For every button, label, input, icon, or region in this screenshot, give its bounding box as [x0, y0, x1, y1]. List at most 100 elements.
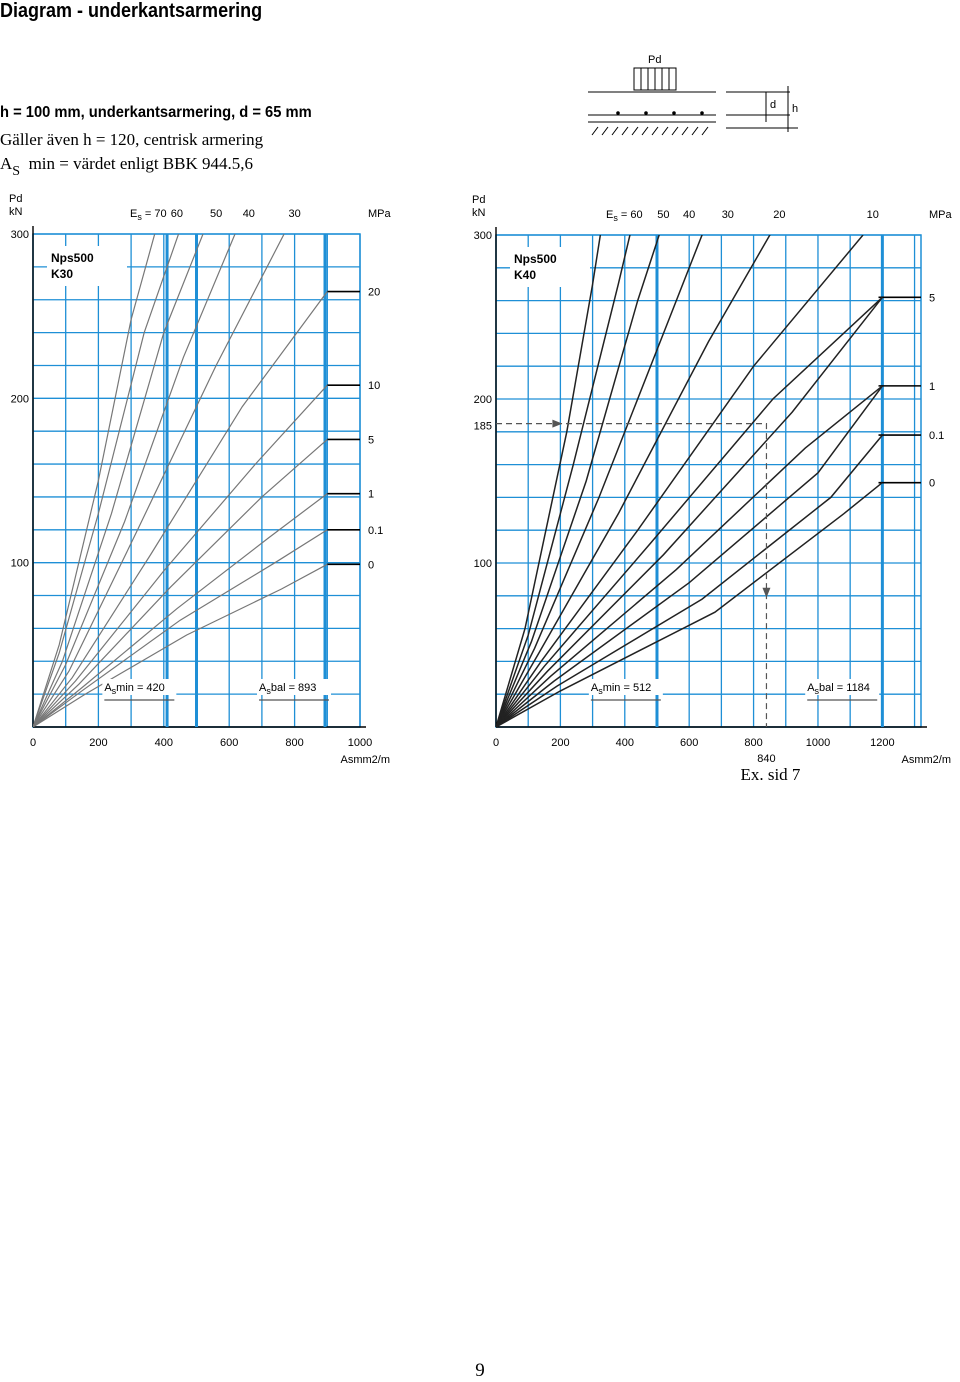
left-series-30 — [33, 234, 285, 727]
parameters-line: h = 100 mm, underkantsarmering, d = 65 m… — [0, 104, 312, 121]
left-series-0.1 — [33, 529, 328, 727]
left-box-title: Nps500 — [51, 251, 94, 265]
right-es-value: 30 — [722, 209, 734, 221]
left-curve-label: 10 — [368, 380, 380, 392]
left-ytick-label: 100 — [11, 558, 29, 570]
validity-line: Gäller även h = 120, centrisk armering — [0, 130, 264, 149]
example-y-label: 185 — [474, 421, 492, 433]
example-x-label: 840 — [757, 753, 775, 765]
left-annotation-bg — [257, 679, 332, 695]
left-series-40 — [33, 234, 236, 727]
as-subscript: S — [12, 164, 21, 179]
right-es-value: 40 — [683, 209, 695, 221]
left-series-70 — [33, 234, 156, 727]
right-xtick-label: 200 — [551, 737, 569, 749]
as-min-text: min = värdet enligt BBK 944.5,6 — [20, 154, 254, 173]
sketch-load-label: Pd — [648, 54, 661, 66]
right-xtick-label: 1200 — [870, 737, 894, 749]
right-annotation: Asbal = 1184 — [807, 682, 870, 696]
right-annotation-bg — [805, 679, 880, 695]
left-xtick-label: 600 — [220, 737, 238, 749]
left-es-value: 60 — [171, 208, 183, 220]
right-annotation: Asmin = 512 — [591, 682, 651, 696]
right-series-60 — [496, 235, 602, 727]
left-xtick-label: 400 — [155, 737, 173, 749]
right-series-30 — [496, 235, 703, 727]
right-series-3 — [496, 385, 883, 727]
right-es-value: 20 — [773, 209, 785, 221]
chart-right: 0 200 400 600 800 1000 1200100200300PdkNAsmm2/… — [472, 194, 953, 784]
right-series-20 — [496, 235, 771, 727]
right-ylabel-unit: kN — [472, 207, 486, 219]
sketch-h-label: h — [792, 103, 798, 115]
left-ylabel-unit: kN — [9, 206, 23, 218]
right-xtick-label: 0 — [493, 737, 499, 749]
left-curve-label: 20 — [368, 287, 380, 299]
left-annotation: Asmin = 420 — [104, 682, 164, 696]
left-es-label: Es = 70 — [130, 208, 167, 222]
right-es-value: 10 — [867, 209, 879, 221]
left-series-50 — [33, 234, 204, 727]
right-xtick-label: 400 — [616, 737, 634, 749]
left-series-0 — [33, 563, 328, 727]
right-series-40 — [496, 235, 660, 727]
left-annotation-bg — [102, 679, 177, 695]
left-ylabel-top: Pd — [9, 193, 22, 205]
left-xtick-label: 200 — [89, 737, 107, 749]
page-number: 9 — [475, 1360, 485, 1381]
right-xtick-label: 600 — [680, 737, 698, 749]
sketch-d-label: d — [770, 99, 776, 111]
left-series-60 — [33, 234, 180, 727]
right-es-value: 50 — [657, 209, 669, 221]
left-series-5 — [33, 438, 328, 727]
left-info-box — [47, 246, 127, 286]
right-ytick-label: 100 — [474, 558, 492, 570]
right-series-10 — [496, 235, 864, 727]
right-curve-label: 5 — [929, 292, 935, 304]
example-arrow-right — [552, 419, 563, 428]
right-box-subtitle: K40 — [514, 268, 536, 282]
left-es-value: 50 — [210, 208, 222, 220]
right-curve-label: 0 — [929, 478, 935, 490]
left-ytick-label: 200 — [11, 393, 29, 405]
right-xlabel: Asmm2/m — [902, 754, 952, 766]
left-series-20 — [33, 291, 328, 727]
example-caption: Ex. sid 7 — [740, 765, 800, 784]
left-mpa-label: MPa — [368, 208, 392, 220]
left-es-value: 40 — [243, 208, 255, 220]
right-curve-label: 0.1 — [929, 430, 944, 442]
left-annotation: Asbal = 893 — [259, 682, 316, 696]
page-title: Diagram - underkantsarmering — [0, 0, 263, 22]
example-dashed-path — [496, 423, 768, 727]
left-curve-label: 0.1 — [368, 525, 383, 537]
right-xtick-label: 800 — [744, 737, 762, 749]
left-series-10 — [33, 384, 328, 727]
right-es-label: Es = 60 — [606, 209, 643, 223]
as-min-line: AS min = värdet enligt BBK 944.5,6 — [0, 154, 254, 179]
right-series-5 — [496, 296, 883, 727]
left-xtick-label: 1000 — [348, 737, 372, 749]
example-arrow-down — [762, 587, 771, 598]
right-series-0 — [496, 482, 883, 727]
left-curve-label: 0 — [368, 559, 374, 571]
left-box-subtitle: K30 — [51, 267, 73, 281]
left-curve-label: 5 — [368, 434, 374, 446]
right-info-box — [510, 247, 590, 287]
left-es-value: 30 — [288, 208, 300, 220]
right-series-0.1 — [496, 434, 883, 727]
right-annotation-bg — [588, 679, 663, 695]
chart-left: 0 200 400 600 800 1000100200300PdkNAsmm2/mEs … — [9, 193, 392, 766]
right-grid — [495, 234, 921, 728]
right-mpa-label: MPa — [929, 209, 953, 221]
left-xlabel: Asmm2/m — [341, 754, 391, 766]
as-symbol: A — [0, 154, 13, 173]
left-ytick-label: 300 — [11, 229, 29, 241]
right-series-7 — [496, 296, 883, 727]
slab-sketch: Pd d h — [588, 54, 798, 136]
right-series-50 — [496, 235, 631, 727]
right-ytick-label: 300 — [474, 230, 492, 242]
right-ylabel-top: Pd — [472, 194, 485, 206]
left-series-1 — [33, 493, 328, 727]
right-box-title: Nps500 — [514, 252, 557, 266]
right-series-1 — [496, 385, 884, 727]
